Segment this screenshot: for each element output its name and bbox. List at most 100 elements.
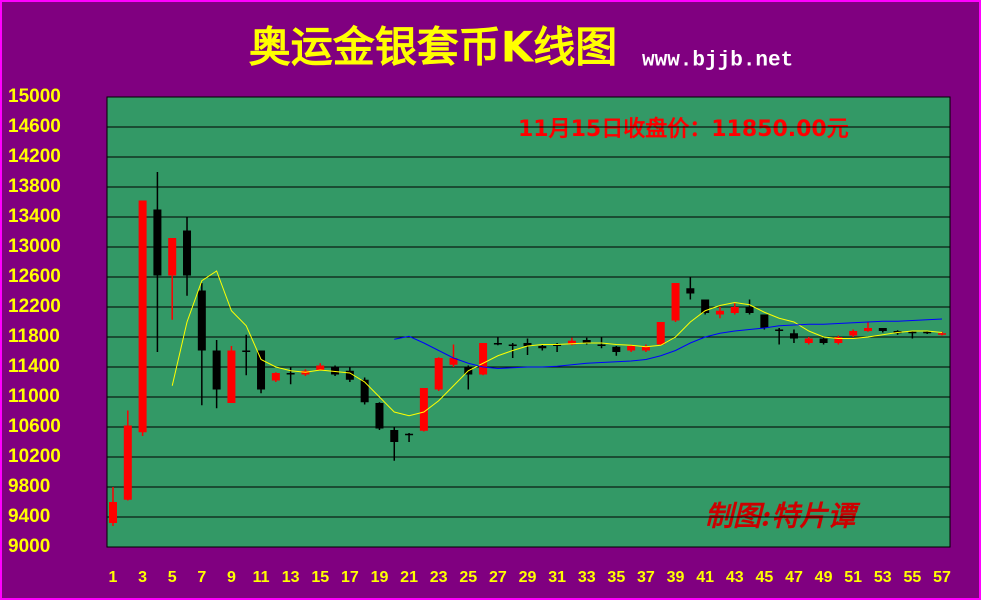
x-tick-label: 43 [726,569,744,586]
y-tick-label: 14600 [8,116,61,137]
candle-body [508,344,517,346]
y-tick-label: 13800 [8,176,61,197]
candle-body [789,333,798,339]
x-tick-label: 47 [785,569,803,586]
x-tick-label: 49 [815,569,833,586]
x-tick-label: 39 [667,569,685,586]
candle-body [612,346,621,352]
y-tick-label: 11400 [8,356,60,377]
x-tick-label: 17 [341,569,359,586]
x-tick-label: 31 [548,569,566,586]
x-tick-label: 29 [519,569,537,586]
y-tick-label: 13000 [8,236,61,257]
y-tick-label: 11000 [8,386,60,407]
candle-body [183,230,192,276]
candle-body [212,350,221,390]
candle-body [701,299,710,313]
candle-body [730,307,739,313]
candle-body [257,350,266,390]
ma-line [394,318,943,370]
x-tick-label: 53 [874,569,892,586]
x-tick-label: 13 [282,569,300,586]
y-tick-label: 9800 [8,476,50,497]
candle-body [242,350,251,352]
x-tick-label: 3 [138,569,147,586]
x-tick-label: 1 [109,569,118,586]
candle-body [627,346,636,351]
candle-body [641,346,650,351]
candle-body [908,331,917,334]
candle-body [360,379,369,403]
candle-body [123,425,132,500]
candle-body [745,307,754,313]
chart-title: 奥运金银套币K线图 [249,23,618,72]
x-tick-label: 45 [755,569,773,586]
x-tick-label: 35 [607,569,625,586]
candle-body [834,337,843,343]
x-tick-label: 9 [227,569,236,586]
candle-body [819,338,828,343]
candle-body [715,310,724,315]
candle-body [449,358,458,365]
x-tick-label: 33 [578,569,596,586]
x-tick-label: 25 [459,569,477,586]
candle-body [331,367,340,375]
annotation: 11月15日收盘价：11850.00元 [518,116,849,142]
y-tick-label: 9400 [8,506,50,527]
candle-body [345,370,354,380]
candle-body [316,365,325,370]
x-tick-label: 7 [197,569,206,586]
candle-body [863,328,872,331]
candle-body [582,340,591,343]
candle-body [553,344,562,346]
x-tick-label: 21 [400,569,418,586]
x-tick-label: 37 [637,569,655,586]
x-tick-label: 11 [253,569,270,586]
y-tick-label: 12200 [8,296,61,317]
candle-body [878,328,887,331]
candle-body [523,343,532,346]
candle-body [227,350,236,403]
candle-body [153,209,162,276]
candle-body [849,331,858,336]
candle-body [804,338,813,343]
candle-body [493,343,502,345]
candle-body [271,373,280,381]
candle-body [656,322,665,345]
candle-body [760,314,769,328]
candle-body [597,344,606,346]
y-tick-label: 12600 [8,266,61,287]
candle-body [434,358,443,390]
candle-body [938,333,946,335]
x-tick-label: 15 [311,569,329,586]
candle-body [375,403,384,429]
plot-area [106,96,951,548]
candle-body [138,200,147,433]
ma-line [171,270,943,417]
x-tick-label: 57 [933,569,951,586]
x-tick-label: 23 [430,569,448,586]
candle-body [479,343,488,375]
candle-body [109,502,117,523]
candle-body [923,331,932,334]
candle-body [197,290,206,351]
x-tick-label: 51 [844,569,862,586]
candle-body [405,433,414,436]
subtitle: www.bjjb.net [642,50,793,73]
candle-body [419,388,428,431]
candle-body [671,283,680,321]
y-tick-label: 11800 [8,326,60,347]
x-tick-label: 19 [371,569,389,586]
x-tick-label: 41 [696,569,714,586]
y-tick-label: 15000 [8,86,61,107]
candle-body [168,238,177,276]
candle-body [567,340,576,345]
x-tick-label: 27 [489,569,507,586]
x-tick-label: 5 [168,569,177,586]
y-tick-label: 9000 [8,536,50,557]
y-tick-label: 10200 [8,446,61,467]
candle-body [286,373,295,375]
candle-body [390,430,399,442]
candle-body [538,346,547,349]
